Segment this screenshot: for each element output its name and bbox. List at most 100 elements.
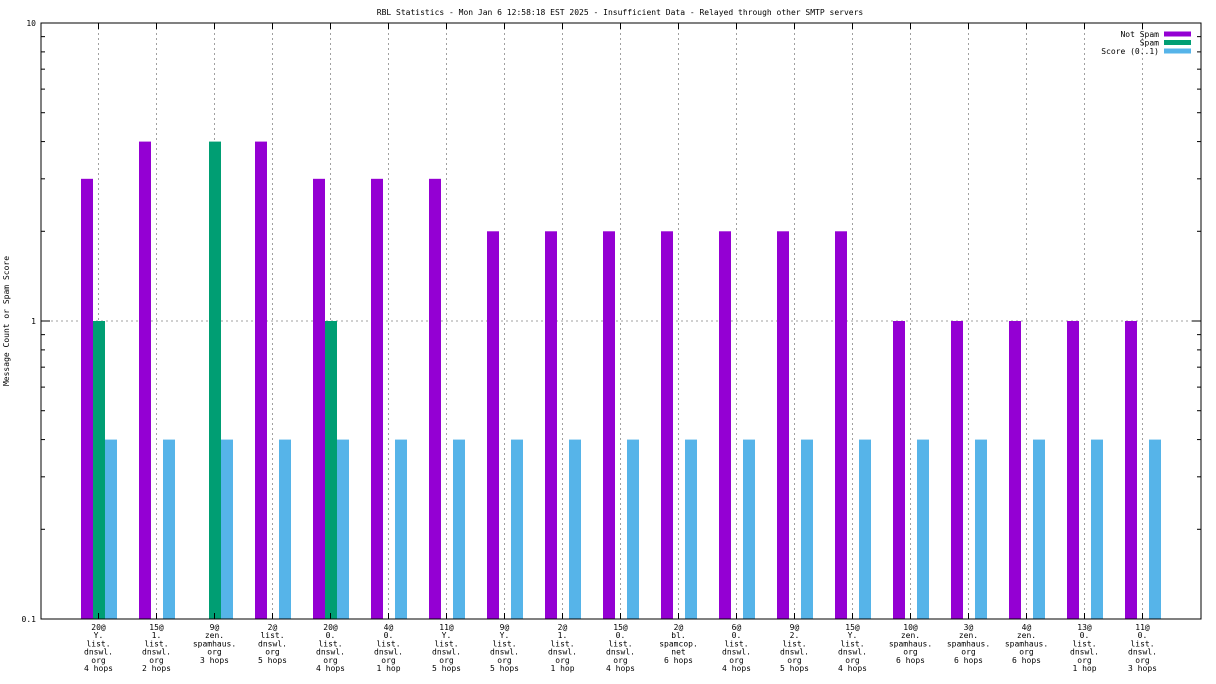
bar-not-spam bbox=[1067, 321, 1079, 619]
bar-not-spam bbox=[139, 141, 151, 619]
x-tick-label-line: 3 hops bbox=[200, 656, 229, 665]
x-tick-label-line: 6 hops bbox=[896, 656, 925, 665]
x-tick-label: 10@ zen. spamhaus. org 6 hops bbox=[889, 623, 932, 665]
x-tick-label-line: dnswl. bbox=[548, 648, 577, 657]
x-tick-label-line: 0. bbox=[616, 631, 626, 640]
x-tick-label-line: list. bbox=[1130, 639, 1154, 648]
x-tick-label-line: 10@ bbox=[903, 623, 918, 632]
x-tick-label-line: org bbox=[497, 656, 512, 665]
legend-swatch bbox=[1164, 31, 1191, 37]
bar-score-0-1 bbox=[859, 439, 871, 619]
x-tick-label-line: 15@ bbox=[149, 623, 164, 632]
x-tick-label-line: dnswl. bbox=[258, 639, 287, 648]
x-tick-label-line: list. bbox=[86, 639, 110, 648]
bars-layer bbox=[81, 141, 1161, 619]
x-tick-label-line: org bbox=[555, 656, 570, 665]
x-tick-label-line: 15@ bbox=[613, 623, 628, 632]
x-tick-label: 11@ 0. list. dnswl. org 3 hops bbox=[1128, 623, 1157, 673]
y-tick-label: 0.1 bbox=[22, 615, 37, 624]
x-tick-label-line: zen. bbox=[901, 631, 920, 640]
x-tick-label-line: list. bbox=[840, 639, 864, 648]
x-tick-label-line: 6 hops bbox=[664, 656, 693, 665]
x-tick-label-line: list. bbox=[260, 631, 284, 640]
bar-not-spam bbox=[893, 321, 905, 619]
x-tick-label-line: 0. bbox=[732, 631, 742, 640]
x-tick-label-line: org bbox=[439, 656, 454, 665]
bar-spam bbox=[209, 141, 221, 619]
x-tick-label-line: dnswl. bbox=[1070, 648, 1099, 657]
x-tick-label-line: spamhaus. bbox=[1005, 639, 1048, 648]
bar-score-0-1 bbox=[743, 439, 755, 619]
x-tick-label: 11@ Y. list. dnswl. org 5 hops bbox=[432, 623, 461, 673]
x-tick-label-line: 9@ bbox=[790, 623, 800, 632]
bar-not-spam bbox=[81, 178, 93, 619]
bar-score-0-1 bbox=[511, 439, 523, 619]
x-tick-label-line: 3@ bbox=[964, 623, 974, 632]
x-tick-label-line: 15@ bbox=[845, 623, 860, 632]
x-tick-label: 15@ 0. list. dnswl. org 4 hops bbox=[606, 623, 635, 673]
x-tick-label: 9@ Y. list. dnswl. org 5 hops bbox=[490, 623, 519, 673]
bar-spam bbox=[325, 321, 337, 619]
bar-score-0-1 bbox=[337, 439, 349, 619]
x-tick-label-line: dnswl. bbox=[316, 648, 345, 657]
bar-score-0-1 bbox=[975, 439, 987, 619]
x-tick-label: 6@ 0. list. dnswl. org 4 hops bbox=[722, 623, 751, 673]
x-tick-label-line: net bbox=[671, 648, 686, 657]
bar-not-spam bbox=[661, 231, 673, 619]
x-tick-label-line: 3 hops bbox=[1128, 664, 1157, 673]
x-tick-label-line: 13@ bbox=[1077, 623, 1092, 632]
x-tick-label-line: org bbox=[323, 656, 338, 665]
bar-score-0-1 bbox=[801, 439, 813, 619]
x-tick-label-line: 5 hops bbox=[780, 664, 809, 673]
x-tick-label-line: 5 hops bbox=[258, 656, 287, 665]
bar-score-0-1 bbox=[1091, 439, 1103, 619]
x-tick-label-line: org bbox=[1019, 648, 1034, 657]
x-tick-label-line: list. bbox=[608, 639, 632, 648]
x-tick-label-line: 0. bbox=[1080, 631, 1090, 640]
x-tick-label: 15@ 1. list. dnswl. org 2 hops bbox=[142, 623, 171, 673]
x-tick-label-line: 4 hops bbox=[606, 664, 635, 673]
x-tick-label-line: org bbox=[149, 656, 164, 665]
bar-not-spam bbox=[719, 231, 731, 619]
x-tick-label: 20@ Y. list. dnswl. org 4 hops bbox=[84, 623, 113, 673]
bar-score-0-1 bbox=[569, 439, 581, 619]
bar-score-0-1 bbox=[395, 439, 407, 619]
x-tick-label-line: 6@ bbox=[732, 623, 742, 632]
x-tick-label-line: 1. bbox=[152, 631, 162, 640]
x-tick-label-line: Y. bbox=[442, 631, 452, 640]
y-tick-label: 10 bbox=[26, 19, 36, 28]
x-tick-label-line: 4@ bbox=[384, 623, 394, 632]
x-tick-label-line: zen. bbox=[205, 631, 224, 640]
x-tick-label-line: list. bbox=[318, 639, 342, 648]
bar-not-spam bbox=[603, 231, 615, 619]
chart-title: RBL Statistics - Mon Jan 6 12:58:18 EST … bbox=[377, 8, 864, 17]
x-tick-label: 4@ 0. list. dnswl. org 1 hop bbox=[374, 623, 403, 673]
x-tick-label-line: dnswl. bbox=[1128, 648, 1157, 657]
bar-score-0-1 bbox=[1149, 439, 1161, 619]
x-tick-label-line: 9@ bbox=[500, 623, 510, 632]
x-tick-label-line: Y. bbox=[94, 631, 104, 640]
x-tick-label-line: 4 hops bbox=[838, 664, 867, 673]
legend-label: Not Spam bbox=[1120, 30, 1159, 39]
x-tick-label-line: dnswl. bbox=[606, 648, 635, 657]
x-tick-label-line: zen. bbox=[1017, 631, 1036, 640]
x-tick-label-line: zen. bbox=[959, 631, 978, 640]
x-tick-label-line: list. bbox=[492, 639, 516, 648]
y-axis-label: Message Count or Spam Score bbox=[2, 256, 11, 386]
x-tick-label-line: dnswl. bbox=[84, 648, 113, 657]
x-tick-label-line: 4 hops bbox=[316, 664, 345, 673]
x-tick-label-line: 6 hops bbox=[1012, 656, 1041, 665]
x-tick-label-line: 5 hops bbox=[490, 664, 519, 673]
bar-score-0-1 bbox=[627, 439, 639, 619]
bar-not-spam bbox=[1125, 321, 1137, 619]
bar-not-spam bbox=[951, 321, 963, 619]
x-tick-label-line: 2@ bbox=[674, 623, 684, 632]
y-tick-label: 1 bbox=[31, 317, 36, 326]
x-tick-label-line: list. bbox=[144, 639, 168, 648]
bar-not-spam bbox=[1009, 321, 1021, 619]
bar-score-0-1 bbox=[105, 439, 117, 619]
bar-score-0-1 bbox=[1033, 439, 1045, 619]
